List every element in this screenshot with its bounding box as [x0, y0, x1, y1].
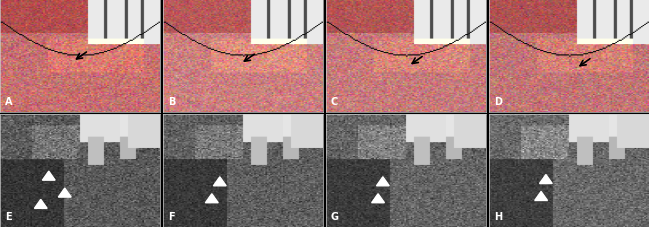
Text: G: G	[331, 211, 339, 221]
Polygon shape	[376, 177, 389, 186]
Text: E: E	[5, 211, 12, 221]
Text: F: F	[168, 211, 175, 221]
Text: C: C	[331, 97, 338, 107]
Text: A: A	[5, 97, 12, 107]
Polygon shape	[372, 194, 384, 203]
Text: H: H	[494, 211, 502, 221]
Polygon shape	[42, 171, 55, 180]
Polygon shape	[58, 188, 71, 197]
Polygon shape	[34, 200, 47, 208]
Polygon shape	[539, 175, 552, 184]
Polygon shape	[206, 194, 218, 203]
Text: B: B	[168, 97, 175, 107]
Polygon shape	[535, 192, 548, 201]
Polygon shape	[214, 177, 227, 186]
Text: D: D	[494, 97, 502, 107]
